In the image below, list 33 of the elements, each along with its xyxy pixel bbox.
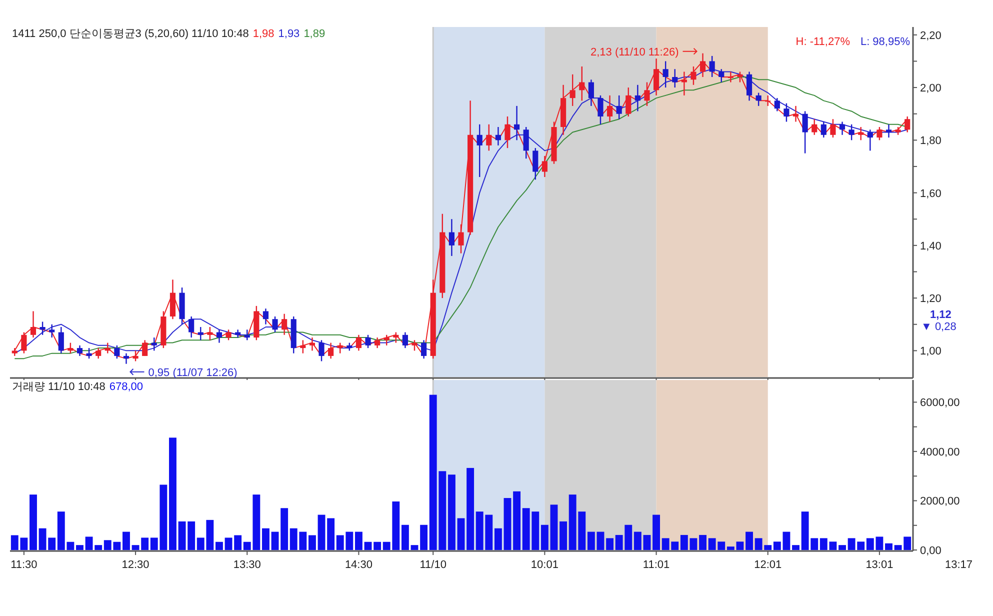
x-tick-label: 11/10 bbox=[420, 559, 446, 571]
annotation: H: -11,27% bbox=[796, 36, 850, 48]
x-tick-label: 12:01 bbox=[754, 559, 782, 571]
text: 1,89 bbox=[304, 28, 326, 40]
text: 678,00 bbox=[109, 381, 144, 393]
text: 1,98 bbox=[252, 28, 274, 40]
x-tick-label: 13:01 bbox=[866, 559, 894, 571]
y-tick-label: 1,80 bbox=[920, 135, 942, 148]
chart-title: 거래량 11/10 10:48 bbox=[12, 381, 106, 393]
chart-title: 1411 250,0 단순이동평균3 (5,20,60) 11/10 10:48 bbox=[12, 28, 249, 40]
y-tick-label: 4000,00 bbox=[920, 446, 960, 458]
y-tick-label: 2000,00 bbox=[920, 496, 960, 508]
x-tick-label: 11:30 bbox=[10, 559, 38, 571]
x-tick-label: 14:30 bbox=[344, 559, 372, 571]
annotation: L: 98,95% bbox=[860, 36, 910, 48]
annotation: 2,13 (11/10 11:26) bbox=[590, 46, 679, 58]
y-tick-label: 6000,00 bbox=[920, 397, 960, 410]
text: 1,93 bbox=[278, 28, 300, 40]
y-tick-label: 2,00 bbox=[920, 82, 942, 95]
y-tick-label: 2,20 bbox=[920, 30, 942, 42]
text: 13:17 bbox=[945, 559, 973, 571]
x-tick-label: 10:01 bbox=[530, 559, 558, 571]
x-tick-label: 11:01 bbox=[642, 559, 670, 571]
y-tick-label: 1,40 bbox=[920, 240, 942, 252]
y-tick-label: 1,00 bbox=[920, 346, 942, 358]
x-tick-label: 13:30 bbox=[233, 559, 261, 571]
y-tick-label: 0,00 bbox=[920, 545, 942, 557]
text: 1,12 bbox=[930, 309, 952, 321]
x-tick-label: 12:30 bbox=[122, 559, 150, 571]
text: ▼ 0,28 bbox=[921, 321, 956, 333]
y-tick-label: 1,60 bbox=[920, 188, 942, 200]
annotation: 0,95 (11/07 12:26) bbox=[148, 366, 238, 379]
y-tick-label: 1,20 bbox=[920, 293, 942, 306]
